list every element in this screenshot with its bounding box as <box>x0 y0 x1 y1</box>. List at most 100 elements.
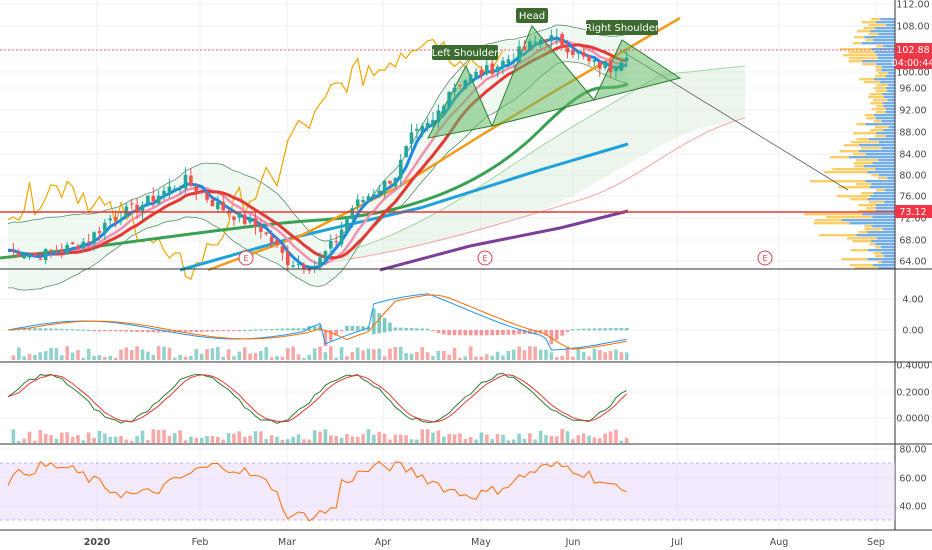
candle <box>103 218 107 241</box>
rsi-panel[interactable] <box>0 460 895 522</box>
svg-text:Left Shoulder: Left Shoulder <box>432 48 499 59</box>
svg-text:Head: Head <box>519 11 545 22</box>
lagging-span-line <box>7 38 504 281</box>
price-axis[interactable]: 112.00108.00104.00100.0096.0092.0088.008… <box>896 0 929 268</box>
candle <box>603 60 607 71</box>
candle <box>528 38 532 51</box>
candle <box>253 210 258 235</box>
time-axis[interactable]: 2020 Feb Mar Apr May Jun Jul Aug Sep <box>84 537 885 548</box>
candle <box>242 211 247 226</box>
candle <box>420 122 425 138</box>
candle <box>468 73 473 85</box>
earnings-marker-icon[interactable]: E <box>477 250 493 266</box>
bollinger-upper <box>7 24 627 242</box>
candle <box>334 233 338 246</box>
candle <box>571 46 575 59</box>
signal-line <box>7 294 627 350</box>
candle <box>162 186 166 201</box>
candle <box>27 253 32 260</box>
time-axis-label: Apr <box>375 537 392 548</box>
ichimoku-span-b <box>329 117 746 263</box>
macd-axis-label: 0.00 <box>902 326 923 337</box>
price-panel[interactable]: E E E Left Shoulder Head Right Shoulder <box>0 8 895 291</box>
candle <box>533 35 538 45</box>
candle <box>339 221 344 248</box>
last-price-badge: 102.88 <box>895 43 932 56</box>
candle <box>216 195 220 213</box>
ichimoku-cloud <box>330 66 745 262</box>
price-axis-label: 68.00 <box>899 236 926 247</box>
right-shoulder-triangle[interactable] <box>593 39 682 101</box>
candle <box>280 244 285 261</box>
svg-text:E: E <box>482 254 487 263</box>
left-shoulder-label[interactable]: Left Shoulder <box>432 45 499 60</box>
candle <box>119 210 123 225</box>
candle <box>302 261 306 274</box>
time-axis-label: May <box>471 537 491 548</box>
candle <box>501 56 505 75</box>
svg-text:Right Shoulder: Right Shoulder <box>585 23 660 34</box>
macd-axis[interactable]: 4.00 0.00 <box>902 295 923 337</box>
candle <box>329 234 333 257</box>
candle <box>608 58 613 79</box>
candle <box>404 144 408 158</box>
candle <box>598 61 602 78</box>
right-shoulder-label[interactable]: Right Shoulder <box>585 20 660 35</box>
svg-text:E: E <box>243 254 248 263</box>
candle <box>452 83 457 97</box>
candle <box>458 84 462 89</box>
candle <box>565 39 570 59</box>
candle <box>323 250 328 264</box>
candle <box>463 78 468 90</box>
head-triangle[interactable] <box>491 25 595 127</box>
candle <box>517 40 521 64</box>
candle <box>355 194 360 211</box>
rsi-axis[interactable]: 80.00 60.00 40.00 <box>899 445 926 513</box>
candle <box>377 184 382 198</box>
candle <box>544 39 548 48</box>
price-axis-label: 80.00 <box>899 171 926 182</box>
candle <box>129 198 134 210</box>
candle <box>495 64 500 78</box>
candle <box>587 54 591 65</box>
candle <box>560 32 564 50</box>
rsi-axis-label: 60.00 <box>899 474 926 485</box>
earnings-marker-icon[interactable]: E <box>757 250 773 266</box>
candle <box>49 249 53 258</box>
candle <box>156 189 161 206</box>
left-shoulder-triangle[interactable] <box>427 64 493 139</box>
svg-text:102.88: 102.88 <box>896 45 929 56</box>
stochastic-panel[interactable] <box>7 372 629 443</box>
time-axis-label: Sep <box>867 537 885 548</box>
candle <box>199 191 204 195</box>
candle <box>511 53 516 68</box>
stochastic-d-line <box>7 374 628 423</box>
time-axis-label: Mar <box>278 537 296 548</box>
stochastic-k-line <box>7 372 627 424</box>
candle <box>393 177 398 189</box>
stochastic-axis-label: 0.4000 <box>896 361 929 372</box>
candle <box>312 261 317 274</box>
candle <box>350 205 355 228</box>
price-axis-label: 96.00 <box>899 84 926 95</box>
candle <box>554 28 559 45</box>
candle <box>86 233 91 248</box>
price-axis-label: 112.00 <box>896 0 929 11</box>
candle <box>447 91 451 110</box>
candle <box>291 260 295 268</box>
candle <box>624 50 629 67</box>
earnings-marker-icon[interactable]: E <box>238 250 254 266</box>
price-axis-label: 100.00 <box>896 68 929 79</box>
volume-profile <box>804 18 895 270</box>
candle <box>237 212 242 223</box>
macd-panel[interactable] <box>7 293 629 360</box>
candle <box>232 215 236 227</box>
candle <box>269 230 274 248</box>
ma-100-line <box>179 142 629 272</box>
candle <box>285 245 290 272</box>
candle <box>474 68 478 80</box>
stochastic-axis[interactable]: 0.4000 0.2000 0.0000 <box>896 361 929 425</box>
candle <box>16 248 21 258</box>
head-label[interactable]: Head <box>516 8 548 23</box>
